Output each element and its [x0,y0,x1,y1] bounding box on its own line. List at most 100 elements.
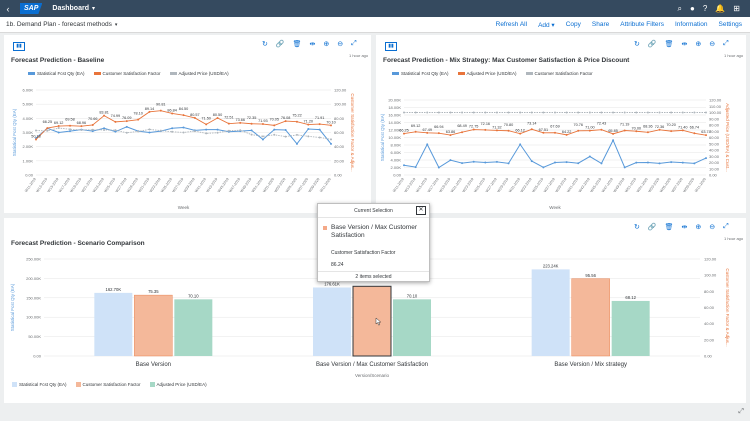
link-icon[interactable]: 🔗 [647,224,657,231]
page-title[interactable]: 1b. Demand Plan - forecast methods [6,21,112,28]
data-point [495,160,498,163]
refresh-icon[interactable]: ↻ [634,41,640,48]
data-point [472,111,475,114]
mix-strategy-line-chart[interactable]: 20.00K 18.00K 16.00K 14.00K 12.00K 10.00K 8.00… [376,35,746,213]
data-label: 70.00 [632,126,642,130]
y-tick-label: 20.00K [388,98,401,103]
chart-icon[interactable]: ▮▮ [385,42,397,51]
data-label: 71.50 [201,116,211,120]
grid-menu-icon[interactable]: ⊞ [733,3,740,13]
data-point [239,121,242,124]
information-button[interactable]: Information [674,20,708,28]
legend-item[interactable]: Statistical Fcst Qty (EA) [28,71,85,76]
y2-tick-label: 20.00 [704,337,715,342]
settings-button[interactable]: Settings [718,20,743,28]
data-label: 71.20 [304,120,314,124]
chevron-down-icon[interactable]: ▾ [114,21,118,28]
legend-item[interactable]: Statistical Fcst Qty (EA) [392,71,449,76]
data-label: 67.51 [539,128,549,132]
y2-tick-label: 60.00 [704,305,715,310]
legend-item[interactable]: Adjusted Price (USD/EA) [149,382,207,388]
fullscreen-icon[interactable]: ⤢ [351,40,357,47]
close-icon[interactable]: ✕ [416,206,426,215]
link-icon[interactable]: 🔗 [647,41,657,48]
delete-icon[interactable]: 🗑 [664,41,674,48]
data-point [57,125,60,128]
zoom-out-icon[interactable]: ⊖ [709,41,716,48]
data-label: 71.00 [585,126,595,130]
delete-icon[interactable]: 🗑 [292,41,302,48]
refresh-all-button[interactable]: Refresh All [495,20,528,28]
fullscreen-icon[interactable]: ⤢ [723,223,729,230]
selection-count[interactable]: 2 items selected [318,271,429,281]
legend-item[interactable]: Adjusted Price (USD/EA) [457,71,517,76]
sap-logo[interactable]: SAP [20,3,43,14]
add-button[interactable]: Add ▾ [538,21,555,29]
legend-item[interactable]: Customer Satisfaction Factor [75,382,141,388]
data-point [519,143,522,146]
data-point [530,160,533,163]
data-point [193,116,196,119]
refresh-icon[interactable]: ↻ [634,224,640,231]
data-point [307,127,310,130]
share-button[interactable]: Share [591,20,610,28]
data-label: 162.70K [106,287,122,292]
data-label: 68.12 [625,295,636,300]
data-label: 72.35 [247,116,257,120]
zoom-out-icon[interactable]: ⊖ [709,224,716,231]
data-point [623,166,626,169]
data-point [646,111,649,114]
compare-icon[interactable]: ⇹ [681,224,688,231]
selection-label: Base Version / Max Customer Satisfaction [331,224,417,239]
back-button[interactable]: ‹ [6,3,10,14]
compare-icon[interactable]: ⇹ [309,41,316,48]
notification-icon[interactable]: 🔔 [715,3,726,13]
data-label: 72.51 [224,116,234,120]
copy-button[interactable]: Copy [565,20,581,28]
data-point [261,135,264,138]
data-label: 72.16 [481,122,491,126]
zoom-in-icon[interactable]: ⊕ [695,41,702,48]
data-point [565,161,568,164]
data-label: 84.50 [179,107,189,111]
updated-label: 1 hour ago [349,53,369,58]
shell-bar: ‹ SAP Dashboard ▾ ⌕ ● ? 🔔 ⊞ [0,0,750,17]
category-label: Base Version [136,362,171,368]
data-label: 68.36 [643,124,653,128]
data-point [670,111,673,114]
data-point [273,133,276,136]
legend-item[interactable]: Customer Satisfaction Factor [525,71,593,76]
y-axis-title: Statistical Fcst Qty (EA) [10,283,15,331]
y2-tick-label: 120.00 [704,257,717,262]
y-tick-label: 0.00 [33,354,42,359]
app-title[interactable]: Dashboard [52,5,89,12]
expand-icon[interactable]: ⤢ [738,408,744,415]
data-point [273,124,276,127]
chevron-down-icon[interactable]: ▾ [91,6,95,12]
zoom-out-icon[interactable]: ⊖ [337,41,344,48]
data-label: 70.76 [573,123,583,127]
link-icon[interactable]: 🔗 [275,41,285,48]
legend-item[interactable]: Statistical Fcst Qty (EA) [12,382,67,388]
zoom-in-icon[interactable]: ⊕ [323,41,330,48]
y-tick-label: 0.00 [25,173,34,178]
zoom-in-icon[interactable]: ⊕ [695,224,702,231]
attribute-filters-button[interactable]: Attribute Filters [620,20,664,28]
data-point [148,131,151,134]
avatar-icon[interactable]: ● [690,3,695,13]
help-icon[interactable]: ? [702,3,708,13]
refresh-icon[interactable]: ↻ [262,41,268,48]
search-icon[interactable]: ⌕ [677,3,683,13]
baseline-line-chart[interactable]: 6.00K 5.00K 4.00K 3.00K 2.00K 1.00K 0.00 120.00… [4,35,371,213]
chart-icon[interactable]: ▮▮ [13,42,25,51]
popover-header: Current Selection [318,204,429,218]
series-line [35,126,332,145]
y-tick-label: 50.00K [28,334,41,339]
legend-item[interactable]: Customer Satisfaction Factor [93,71,161,76]
compare-icon[interactable]: ⇹ [681,41,688,48]
chart-title: Forecast Prediction - Baseline [11,57,105,64]
legend-item[interactable]: Adjusted Price (USD/EA) [169,71,229,76]
data-point [635,111,638,114]
fullscreen-icon[interactable]: ⤢ [723,40,729,47]
delete-icon[interactable]: 🗑 [664,224,674,231]
